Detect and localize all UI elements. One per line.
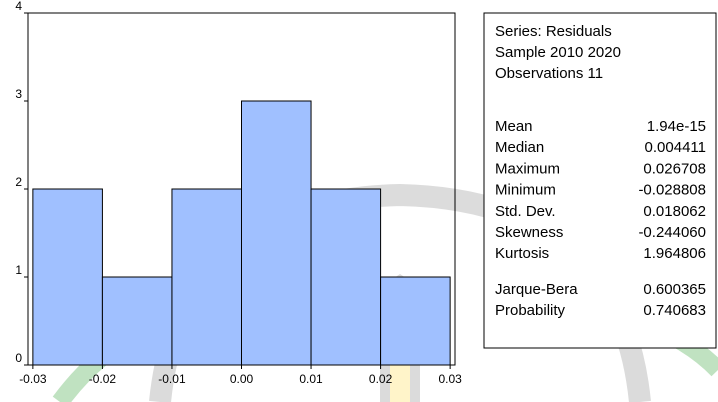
y-tick-label: 3 — [15, 87, 22, 101]
stats-header: Series: Residuals — [495, 23, 612, 40]
stat-value: 0.004411 — [645, 139, 706, 156]
x-tick-label: -0.03 — [19, 372, 47, 386]
bar — [33, 189, 103, 365]
stat-value: 0.600365 — [643, 281, 706, 298]
stat-value: -0.244060 — [638, 224, 706, 241]
stat-value: 0.740683 — [643, 302, 706, 319]
stat-label: Minimum — [495, 182, 556, 199]
x-tick-label: 0.02 — [369, 372, 393, 386]
y-tick-label: 4 — [15, 0, 22, 13]
y-tick-label: 0 — [15, 351, 22, 365]
stat-label: Maximum — [495, 160, 560, 177]
stat-label: Std. Dev. — [495, 203, 556, 220]
stat-label: Median — [495, 139, 544, 156]
x-tick-label: 0.00 — [230, 372, 254, 386]
stat-label: Kurtosis — [495, 245, 549, 262]
x-tick-label: 0.03 — [438, 372, 462, 386]
bar — [381, 277, 451, 365]
y-tick-label: 1 — [15, 263, 22, 277]
bar — [242, 101, 312, 365]
stat-label: Mean — [495, 118, 533, 135]
stat-label: Skewness — [495, 224, 563, 241]
x-tick-label: -0.01 — [158, 372, 186, 386]
x-tick-label: -0.02 — [89, 372, 117, 386]
stat-value: 1.964806 — [643, 245, 706, 262]
chart: 0 1 2 3 4 -0.03 -0.02 -0.01 0.00 0.01 0.02 0.03 Ser… — [0, 0, 718, 402]
stat-value: -0.028808 — [638, 182, 706, 199]
x-tick-label: 0.01 — [299, 372, 323, 386]
bar — [311, 189, 381, 365]
y-tick-label: 2 — [15, 175, 22, 189]
bar — [172, 189, 242, 365]
stat-label: Probability — [495, 302, 566, 319]
stat-value: 1.94e-15 — [647, 118, 706, 135]
stats-header: Observations 11 — [495, 65, 603, 82]
stat-value: 0.026708 — [643, 160, 706, 177]
stat-value: 0.018062 — [643, 203, 706, 220]
bar — [102, 277, 172, 365]
stat-label: Jarque-Bera — [495, 281, 578, 298]
stats-header: Sample 2010 2020 — [495, 44, 621, 61]
